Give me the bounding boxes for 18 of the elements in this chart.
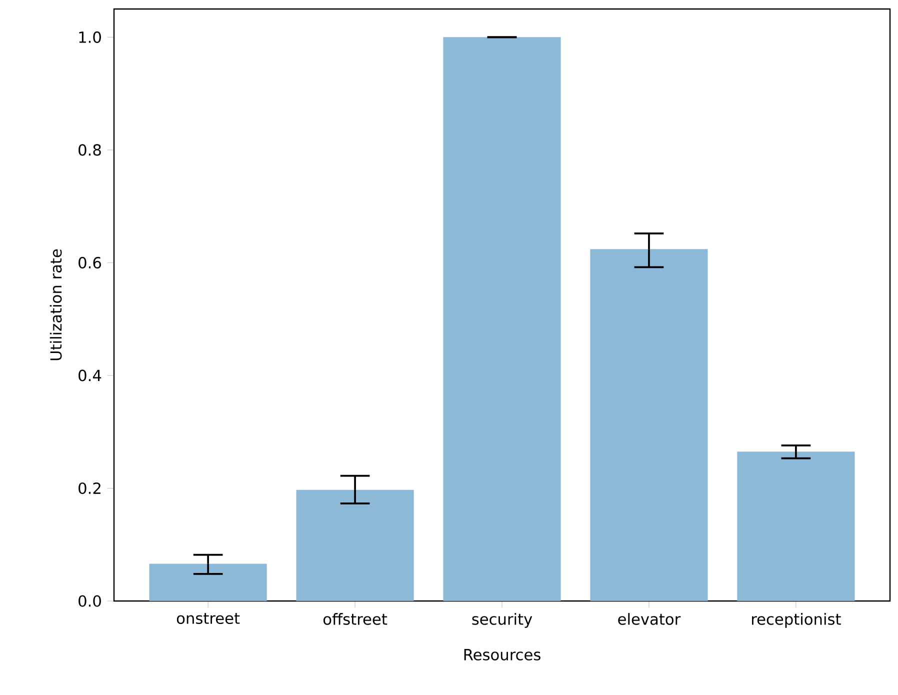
x-tick-label: onstreet — [176, 613, 240, 624]
bar — [443, 37, 561, 601]
bar — [737, 452, 855, 601]
y-tick-label: 1.0 — [79, 31, 101, 43]
bar — [590, 249, 708, 601]
x-tick-label: receptionist — [752, 613, 841, 628]
y-tick-label: 0.8 — [78, 144, 101, 156]
x-tick-label: offstreet — [323, 613, 388, 625]
bar — [149, 564, 267, 601]
y-tick-label: 0.2 — [78, 482, 100, 494]
x-axis-title: Resources — [464, 649, 540, 660]
y-tick-label: 0.0 — [78, 595, 101, 607]
y-tick-label: 0.4 — [78, 370, 102, 382]
bar — [296, 490, 414, 601]
x-tick-label: elevator — [618, 613, 681, 625]
x-tick-label: security — [472, 613, 532, 628]
y-tick-label: 0.6 — [78, 256, 101, 268]
y-axis-title: Utilization rate — [50, 249, 62, 360]
